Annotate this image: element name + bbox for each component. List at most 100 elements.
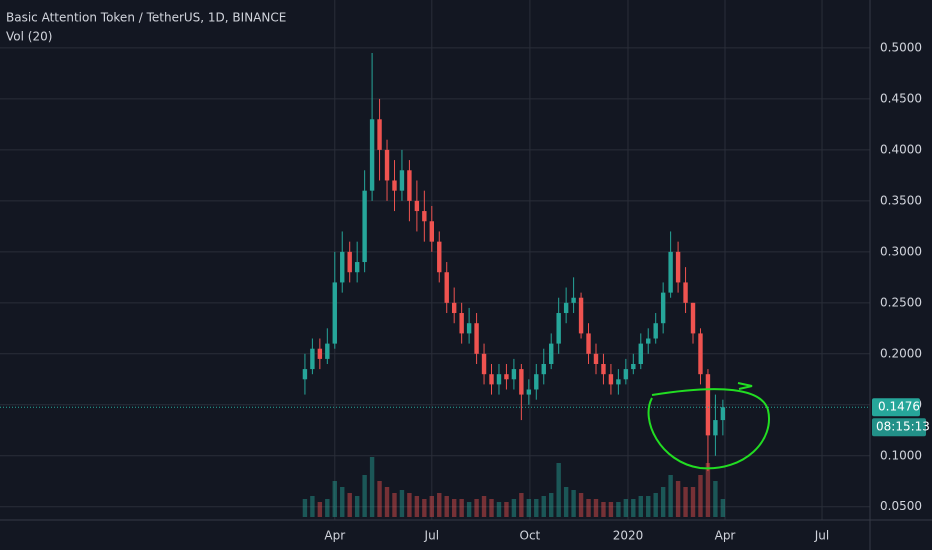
volume-bar (690, 487, 696, 517)
volume-bar (660, 487, 666, 517)
candle-body (474, 323, 479, 354)
volume-bar (720, 499, 726, 517)
volume-bar (496, 502, 502, 517)
countdown-label: 08:15:13 (876, 420, 930, 434)
candle-body (690, 302, 696, 334)
volume-bar (675, 481, 681, 517)
chart-title: Basic Attention Token / TetherUS, 1D, BI… (6, 11, 286, 25)
x-tick-label: Jul (814, 529, 829, 543)
candle-body (586, 333, 591, 354)
candle-body (481, 353, 487, 375)
volume-bar (474, 499, 479, 517)
candle-body (713, 420, 718, 436)
volume-bar (534, 499, 539, 517)
volume-bar (653, 493, 658, 517)
candle-body (407, 170, 412, 201)
candle-body (526, 389, 532, 395)
candle-body (377, 119, 382, 150)
candle-body (631, 364, 636, 370)
x-tick-label: Oct (520, 529, 541, 543)
volume-bar (601, 502, 606, 517)
y-tick-label: 0.2500 (880, 295, 922, 309)
candle-body (332, 282, 337, 344)
volume-bar (437, 493, 442, 517)
candle-body (593, 353, 599, 364)
volume-bar (608, 502, 614, 517)
volume-bar (317, 502, 323, 517)
candle-body (414, 200, 420, 212)
volume-bar (459, 499, 464, 517)
hand-drawn-tick (737, 382, 753, 390)
candle-body (489, 374, 494, 385)
volume-bar (340, 487, 345, 517)
volume-bar (593, 499, 599, 517)
candle-body (444, 272, 449, 303)
candle-body (437, 241, 442, 273)
volume-pane (302, 457, 726, 517)
candle-body (369, 119, 375, 191)
volume-bar (586, 499, 591, 517)
candle-body (683, 282, 688, 303)
candle-body (302, 369, 308, 380)
candle-body (451, 302, 457, 314)
volume-bar (698, 475, 703, 517)
volume-bar (466, 502, 472, 517)
volume-bar (511, 499, 517, 517)
candle-body (601, 364, 606, 375)
indicator-label: Vol (20) (6, 30, 52, 44)
volume-bar (668, 475, 673, 517)
candle-body (668, 251, 673, 293)
volume-bar (422, 499, 427, 517)
candle-body (347, 251, 352, 273)
volume-bar (519, 493, 524, 517)
volume-bar (310, 496, 315, 517)
candle-body (623, 369, 629, 380)
candle-body (362, 190, 367, 263)
candle-body (571, 297, 576, 303)
volume-bar (526, 499, 532, 517)
y-tick-label: 0.2000 (880, 346, 922, 360)
candle-body (660, 292, 666, 324)
volume-bar (556, 463, 561, 517)
volume-bar (325, 499, 330, 517)
volume-bar (354, 496, 360, 517)
candle-body (422, 211, 427, 222)
candle-body (556, 313, 561, 344)
x-tick-label: 2020 (613, 529, 644, 543)
candle-body (646, 338, 651, 344)
candle-body (340, 251, 345, 283)
volume-bar (638, 496, 643, 517)
volume-bar (332, 481, 337, 517)
x-tick-label: Jul (424, 529, 439, 543)
volume-bar (549, 493, 554, 517)
candle-body (459, 313, 464, 334)
x-tick-label: Apr (715, 529, 736, 543)
candle-body (496, 374, 502, 385)
candle-body (317, 348, 323, 359)
candle-body (519, 369, 524, 395)
candle-body (720, 407, 726, 421)
candle-body (675, 251, 681, 283)
volume-bar (392, 493, 397, 517)
candle-body (653, 323, 658, 339)
candles (0, 53, 870, 472)
volume-bar (481, 496, 487, 517)
volume-bar (571, 490, 576, 517)
candle-body (354, 262, 360, 273)
y-tick-label: 0.3000 (880, 244, 922, 258)
candle-body (310, 348, 315, 370)
x-tick-label: Apr (324, 529, 345, 543)
candle-body (325, 343, 330, 359)
volume-bar (347, 493, 352, 517)
y-tick-label: 0.5000 (880, 40, 922, 54)
candle-body (534, 374, 539, 390)
annotation (647, 382, 771, 470)
volume-bar (377, 481, 382, 517)
volume-bar (504, 502, 509, 517)
volume-bar (563, 487, 569, 517)
candle-body (698, 333, 703, 375)
candle-body (429, 221, 435, 242)
y-tick-label: 0.0500 (880, 499, 922, 513)
